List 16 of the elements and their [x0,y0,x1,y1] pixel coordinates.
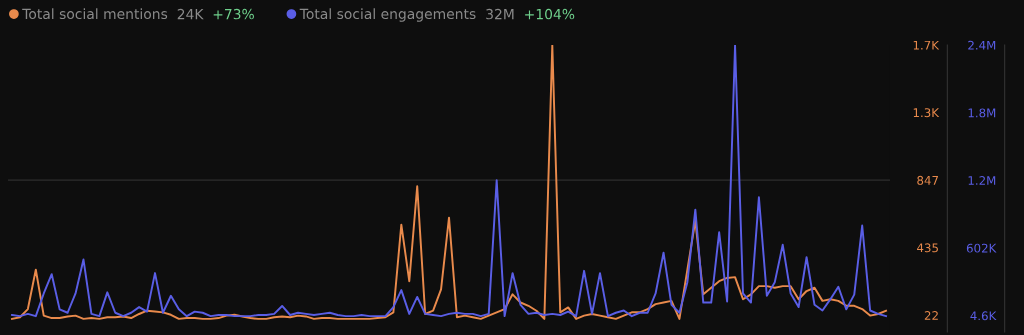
y-tick-label: 435 [917,243,938,253]
y2-tick-label: 602K [966,243,997,253]
y-tick-label: 22 [924,311,938,320]
text: 24K [177,8,204,20]
text: +73% [213,8,254,20]
y-tick-label: 1.7K [913,40,940,50]
y2-tick-label: 2.4M [968,40,996,50]
legend-label: Total social engagements [299,8,476,22]
y-tick-label: 847 [917,175,938,185]
y2-tick-label: 1.2M [968,176,996,185]
y2-tick-label: 4.6K [970,311,997,321]
text: +104% [525,8,575,20]
y-tick-label: 1.3K [913,108,940,118]
legend-label: Total social mentions [22,8,168,20]
y2-tick-label: 1.8M [968,108,996,118]
text: 32M [486,8,514,20]
